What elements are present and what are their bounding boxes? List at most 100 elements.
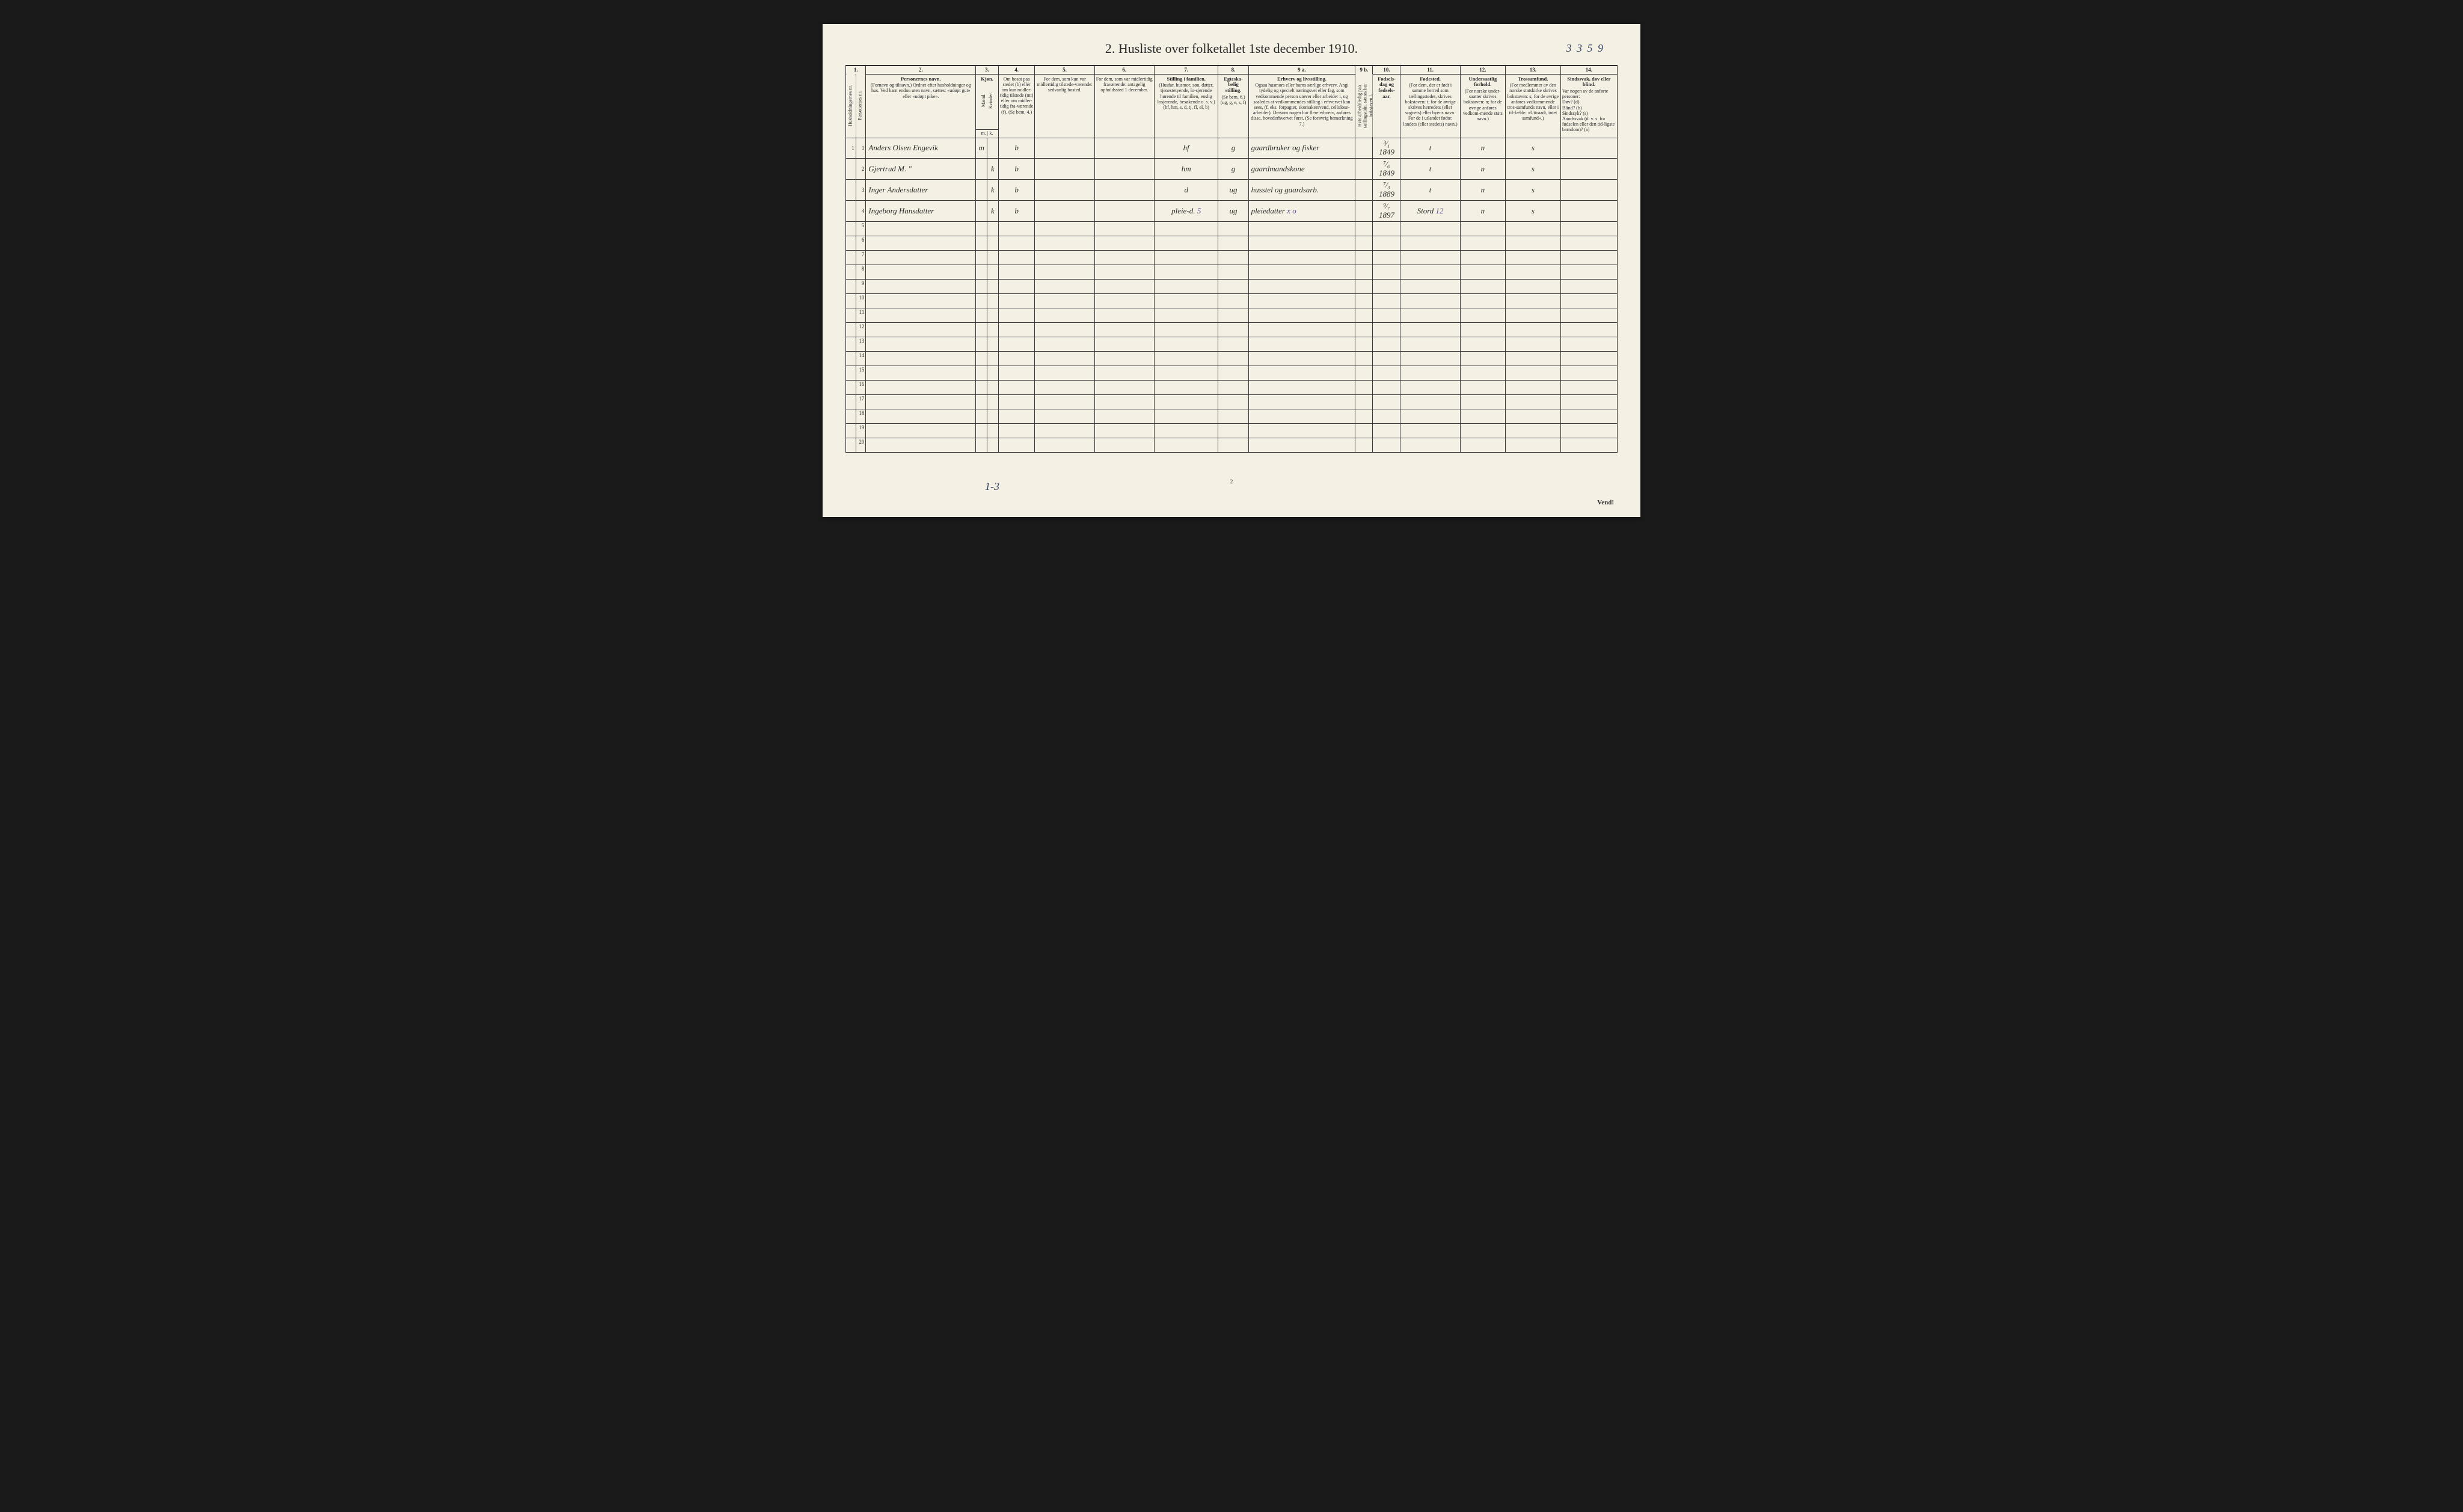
colnum: 4.	[998, 66, 1035, 74]
cell-empty	[866, 438, 976, 453]
cell-hh	[846, 381, 856, 395]
cell-empty	[1460, 395, 1505, 409]
cell-hh	[846, 424, 856, 438]
cell-empty	[1373, 323, 1400, 337]
cell-empty	[1355, 294, 1373, 308]
cell-empty	[1248, 337, 1355, 352]
cell-empty	[987, 236, 999, 251]
cell-empty	[1400, 424, 1460, 438]
cell-empty	[976, 337, 987, 352]
cell-res: b	[998, 159, 1035, 180]
cell-empty	[1560, 409, 1617, 424]
cell-empty	[1400, 381, 1460, 395]
hdr-maend: Mænd.	[981, 82, 986, 118]
cell-fsted: t	[1400, 180, 1460, 201]
cell-empty	[1373, 308, 1400, 323]
hdr-erhverv: Erhverv og livsstilling. Ogsaa husmors e…	[1248, 74, 1355, 138]
cell-empty	[998, 308, 1035, 323]
cell-sex-k	[987, 138, 999, 159]
cell-empty	[998, 222, 1035, 236]
cell-empty	[1154, 323, 1218, 337]
table-row-empty: 20	[846, 438, 1618, 453]
cell-empty	[987, 337, 999, 352]
hdr-egtesk: Egteska-belig stilling. (Se bem. 6.) (ug…	[1218, 74, 1248, 138]
cell-famstill: hm	[1154, 159, 1218, 180]
cell-empty	[987, 438, 999, 453]
cell-tros: s	[1505, 180, 1560, 201]
cell-empty	[1560, 222, 1617, 236]
cell-empty	[1248, 381, 1355, 395]
cell-empty	[1460, 323, 1505, 337]
cell-empty	[1560, 352, 1617, 366]
cell-hh	[846, 323, 856, 337]
cell-empty	[998, 280, 1035, 294]
cell-empty	[1248, 352, 1355, 366]
table-row-empty: 14	[846, 352, 1618, 366]
cell-empty	[1400, 337, 1460, 352]
cell-empty	[1248, 251, 1355, 265]
colnum: 8.	[1218, 66, 1248, 74]
cell-empty	[998, 438, 1035, 453]
cell-empty	[1035, 395, 1094, 409]
cell-empty	[1035, 366, 1094, 381]
cell-pn: 9	[856, 280, 866, 294]
cell-empty	[1218, 323, 1248, 337]
table-row-empty: 8	[846, 265, 1618, 280]
column-number-row: 1. 2. 3. 4. 5. 6. 7. 8. 9 a. 9 b. 10. 11…	[846, 66, 1618, 74]
hdr-navn-bold: Personernes navn.	[867, 76, 974, 82]
colnum: 5.	[1035, 66, 1094, 74]
hdr-navn: Personernes navn. (Fornavn og tilnavn.) …	[866, 74, 976, 138]
cell-empty	[1560, 337, 1617, 352]
cell-empty	[1373, 409, 1400, 424]
cell-empty	[1094, 222, 1154, 236]
cell-empty	[1400, 265, 1460, 280]
cell-empty	[866, 323, 976, 337]
cell-hh	[846, 265, 856, 280]
cell-empty	[1355, 236, 1373, 251]
cell-empty	[998, 366, 1035, 381]
cell-empty	[1248, 294, 1355, 308]
cell-pn: 4	[856, 201, 866, 222]
table-row-empty: 10	[846, 294, 1618, 308]
cell-empty	[987, 323, 999, 337]
cell-empty	[1505, 409, 1560, 424]
cell-empty	[1355, 366, 1373, 381]
colnum: 10.	[1373, 66, 1400, 74]
cell-empty	[1373, 280, 1400, 294]
cell-pn: 5	[856, 222, 866, 236]
cell-c6	[1094, 159, 1154, 180]
cell-empty	[1505, 251, 1560, 265]
cell-egtesk: g	[1218, 138, 1248, 159]
cell-empty	[1355, 395, 1373, 409]
cell-empty	[1400, 308, 1460, 323]
cell-empty	[1035, 323, 1094, 337]
cell-sex-k: k	[987, 180, 999, 201]
cell-empty	[1154, 366, 1218, 381]
cell-c5	[1035, 159, 1094, 180]
hdr-bosat: Om bosat paa stedet (b) eller om kun mid…	[998, 74, 1035, 138]
cell-fsted: t	[1400, 159, 1460, 180]
cell-empty	[1035, 265, 1094, 280]
cell-sex-k: k	[987, 159, 999, 180]
cell-erhverv: gaardmandskone	[1248, 159, 1355, 180]
hdr-egtesk-text: (Se bem. 6.) (ug, g, e, s, f)	[1221, 94, 1247, 105]
cell-empty	[1094, 409, 1154, 424]
cell-egtesk: ug	[1218, 180, 1248, 201]
cell-sex-m	[976, 159, 987, 180]
cell-empty	[1035, 381, 1094, 395]
cell-empty	[1218, 280, 1248, 294]
annotation-topright: 3 3 5 9	[1566, 42, 1605, 55]
cell-empty	[976, 438, 987, 453]
cell-empty	[1094, 236, 1154, 251]
cell-pn: 7	[856, 251, 866, 265]
cell-pn: 6	[856, 236, 866, 251]
cell-empty	[1400, 236, 1460, 251]
cell-empty	[1218, 395, 1248, 409]
table-row-empty: 11	[846, 308, 1618, 323]
cell-name: Anders Olsen Engevik	[866, 138, 976, 159]
cell-sex-m	[976, 180, 987, 201]
table-row-empty: 12	[846, 323, 1618, 337]
table-row-empty: 9	[846, 280, 1618, 294]
cell-empty	[1505, 352, 1560, 366]
hdr-sinds-bold: Sindssvak, døv eller blind.	[1562, 76, 1616, 88]
